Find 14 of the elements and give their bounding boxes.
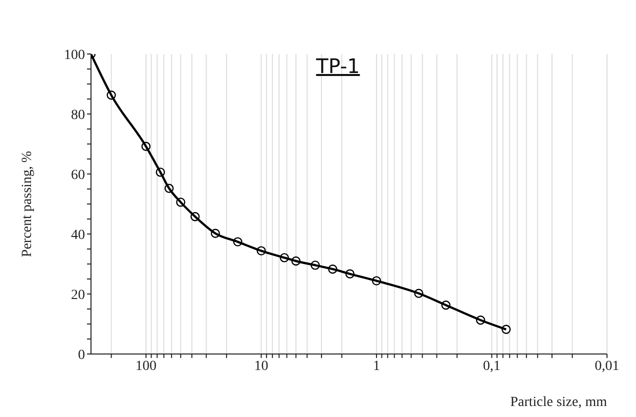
chart-title: TP-1 (316, 54, 360, 78)
y-axis-title: Percent passing, % (20, 150, 35, 258)
y-tick-label: 40 (71, 228, 85, 243)
y-tick-label: 60 (71, 168, 85, 183)
x-tick-label: 0,01 (594, 358, 620, 374)
x-tick-label: 10 (254, 358, 268, 374)
y-tick-label: 0 (78, 348, 85, 363)
y-tick-label: 80 (71, 108, 85, 123)
x-tick-label: 0,1 (482, 358, 500, 374)
y-tick-label: 20 (71, 288, 85, 303)
x-tick-label: 100 (135, 358, 156, 374)
x-axis-title: Particle size, mm (510, 395, 608, 410)
x-tick-label: 1 (372, 358, 380, 374)
y-tick-label: 100 (64, 48, 85, 63)
